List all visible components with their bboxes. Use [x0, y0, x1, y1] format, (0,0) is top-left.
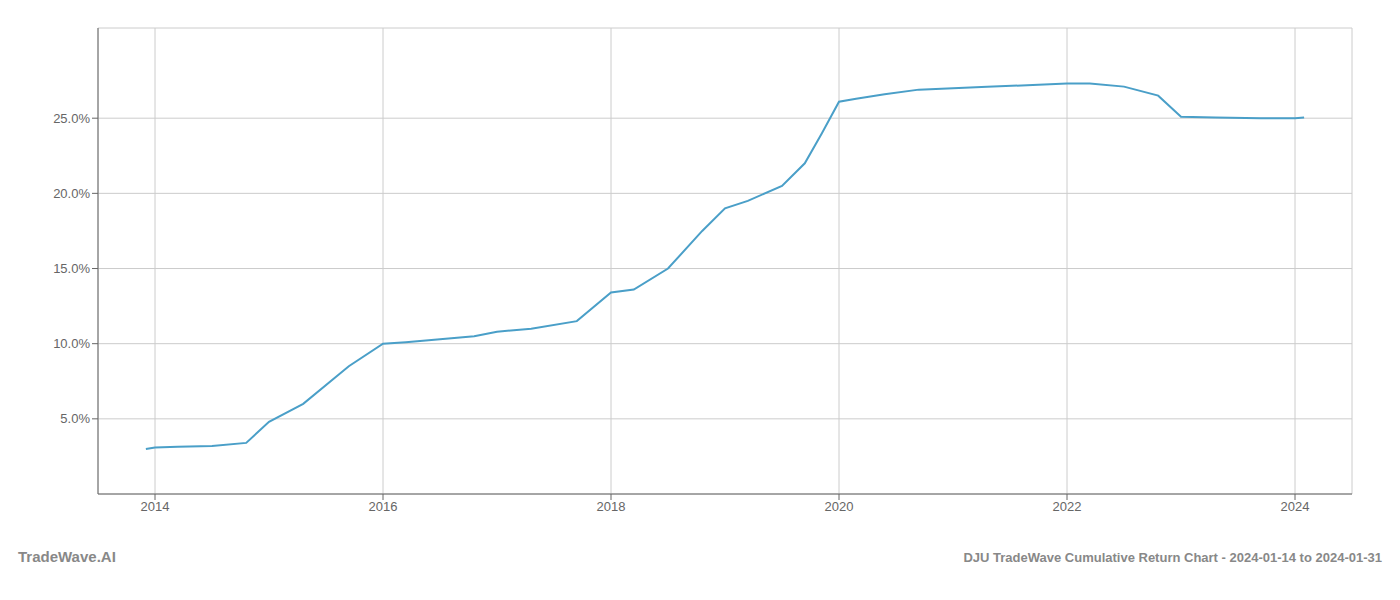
svg-text:2022: 2022: [1053, 499, 1082, 514]
svg-text:10.0%: 10.0%: [53, 336, 90, 351]
svg-text:2020: 2020: [825, 499, 854, 514]
svg-text:2014: 2014: [141, 499, 170, 514]
svg-text:2024: 2024: [1281, 499, 1310, 514]
html-text:DJU TradeWave Cumulative Retur: DJU TradeWave Cumulative Return Chart - …: [963, 550, 1382, 565]
svg-text:5.0%: 5.0%: [60, 411, 90, 426]
svg-text:25.0%: 25.0%: [53, 111, 90, 126]
svg-text:20.0%: 20.0%: [53, 186, 90, 201]
svg-text:2016: 2016: [369, 499, 398, 514]
svg-text:2018: 2018: [597, 499, 626, 514]
html-text:TradeWave.AI: TradeWave.AI: [18, 548, 116, 565]
svg-text:15.0%: 15.0%: [53, 261, 90, 276]
